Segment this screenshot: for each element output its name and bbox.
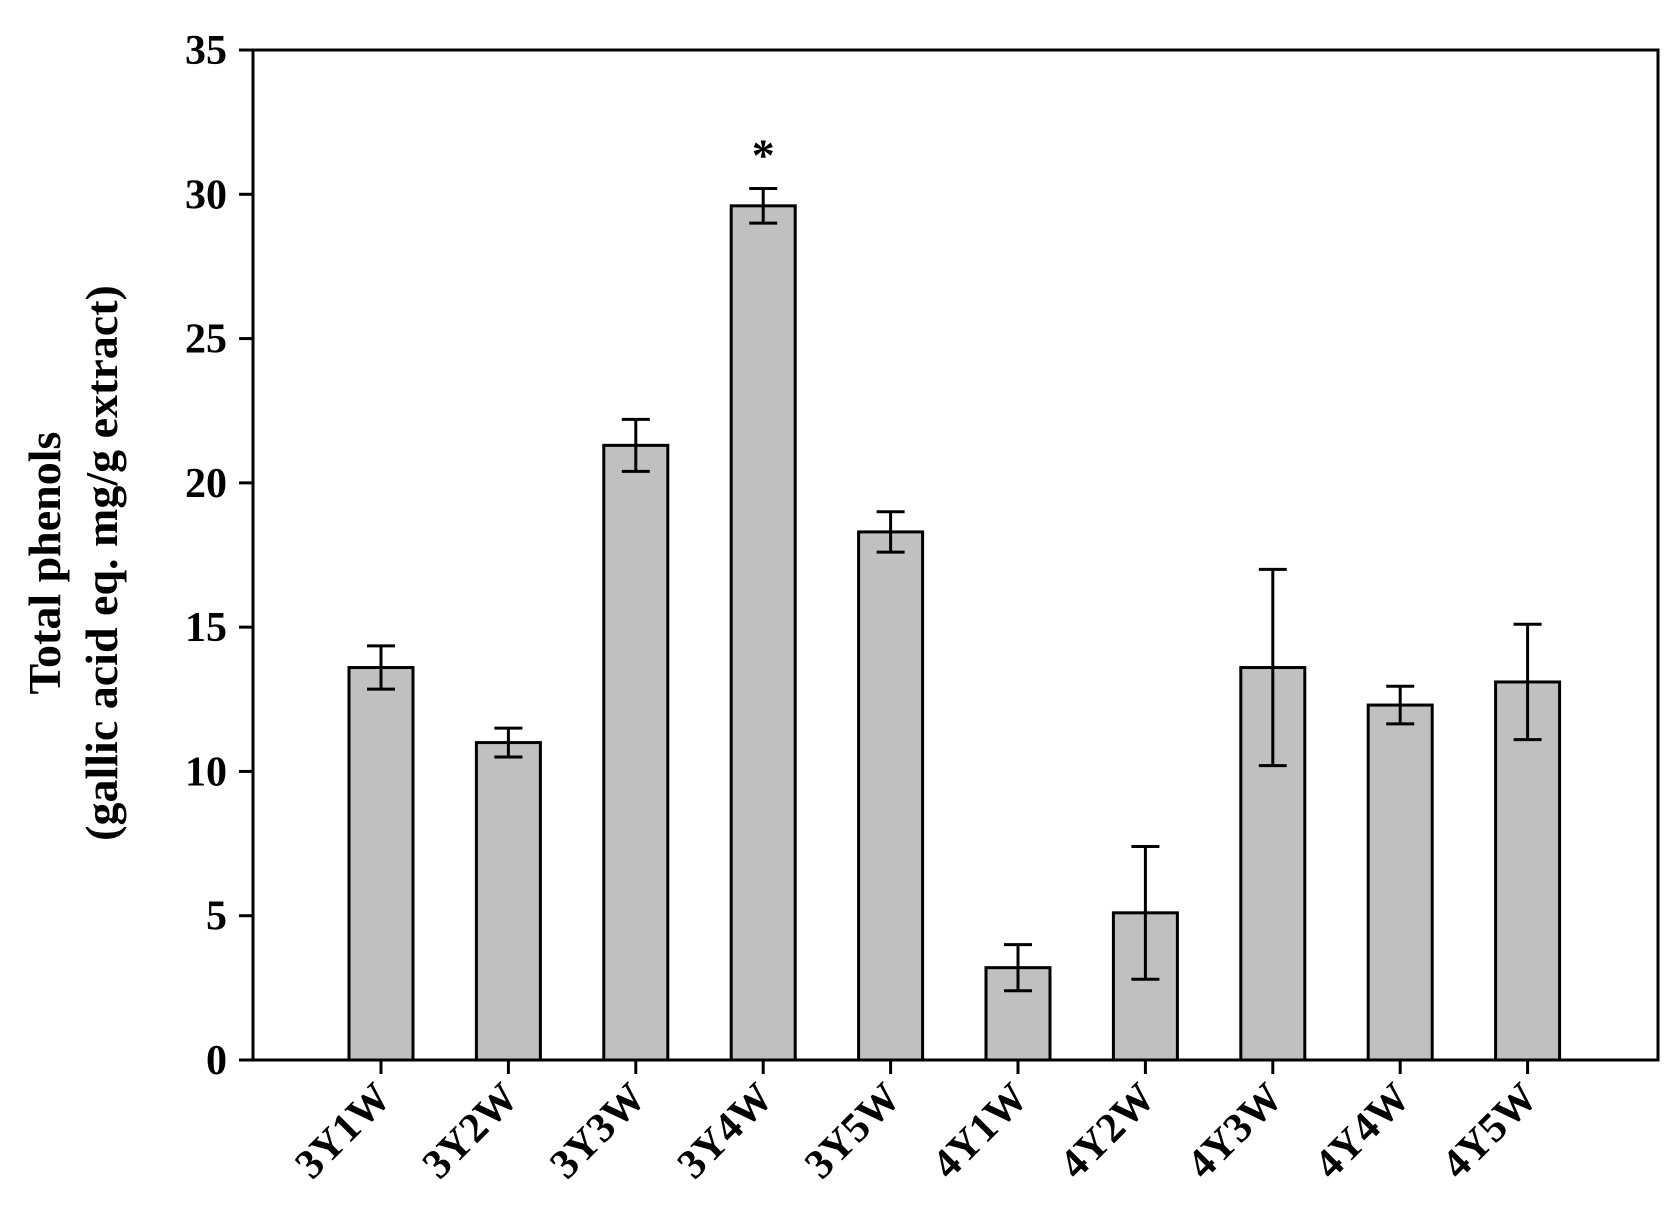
y-axis-title: Total phenols (gallic acid eq. mg/g extr…	[19, 285, 127, 841]
bar-3Y5W	[857, 530, 925, 1062]
bar-3Y4W	[729, 204, 797, 1062]
x-tick-label: 4Y1W	[924, 1075, 1037, 1188]
x-tick-label: 4Y2W	[1051, 1075, 1164, 1188]
x-tick-label: 4Y4W	[1306, 1075, 1419, 1188]
plot-frame	[251, 48, 1660, 1062]
y-tick-label: 25	[185, 317, 227, 363]
significance-marker: *	[752, 130, 775, 181]
y-tick-label: 15	[185, 605, 227, 651]
bar-3Y3W	[602, 443, 670, 1062]
x-tick-label: 3Y3W	[541, 1075, 654, 1188]
x-tick-label: 4Y5W	[1433, 1075, 1546, 1188]
x-tick-label: 3Y1W	[287, 1075, 400, 1188]
y-axis-title-line-2: (gallic acid eq. mg/g extract)	[76, 285, 127, 841]
y-tick-label: 35	[185, 28, 227, 74]
y-tick-label: 20	[185, 461, 227, 507]
x-tick-label: 4Y3W	[1178, 1075, 1291, 1188]
y-tick-label: 5	[206, 894, 227, 940]
y-axis-title-line-1: Total phenols	[19, 432, 70, 695]
bar-4Y4W	[1366, 703, 1434, 1062]
y-tick-label: 30	[185, 172, 227, 218]
bar-3Y1W	[347, 666, 415, 1062]
bar-4Y5W	[1494, 680, 1562, 1062]
bar-3Y2W	[474, 741, 542, 1062]
x-tick-label: 3Y4W	[669, 1075, 782, 1188]
x-tick-label: 3Y2W	[414, 1075, 527, 1188]
x-tick-label: 3Y5W	[796, 1075, 909, 1188]
y-tick-label: 10	[185, 749, 227, 795]
y-tick-label: 0	[206, 1038, 227, 1084]
